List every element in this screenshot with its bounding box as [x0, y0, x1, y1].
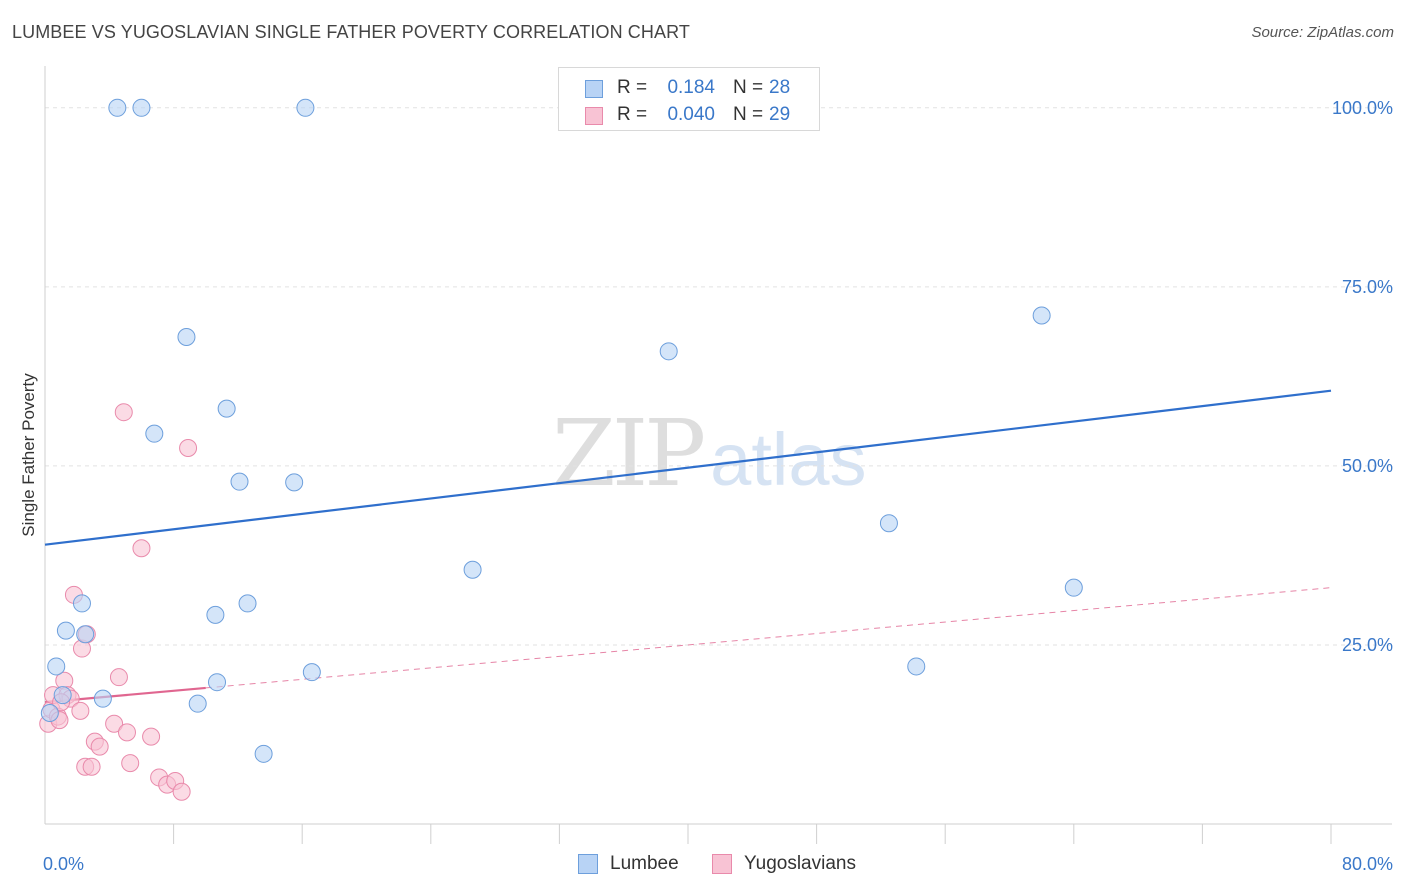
lumbee-n-value: 28: [769, 77, 791, 98]
yugoslavians-trend-line-dashed: [205, 587, 1332, 689]
legend-row-yugoslavians: R = 0.040 N = 29: [559, 101, 819, 127]
yugoslavians-point: [82, 757, 101, 776]
lumbee-point: [285, 473, 304, 492]
source-attribution: Source: ZipAtlas.com: [1251, 24, 1394, 41]
lumbee-point: [206, 605, 225, 624]
r-label: R =: [617, 104, 648, 125]
lumbee-point: [53, 686, 72, 705]
lumbee-point: [177, 327, 196, 346]
lumbee-point: [302, 663, 321, 682]
lumbee-point: [230, 472, 249, 491]
lumbee-legend-label: Lumbee: [610, 853, 679, 874]
chart-title: LUMBEE VS YUGOSLAVIAN SINGLE FATHER POVE…: [12, 22, 690, 42]
lumbee-trend-line: [44, 389, 1332, 546]
lumbee-point: [879, 514, 898, 533]
x-tick-label-min: 0.0%: [43, 854, 84, 874]
r-label: R =: [617, 77, 648, 98]
y-tick-label: 100.0%: [1332, 98, 1393, 118]
legend-row-lumbee: R = 0.184 N = 28: [559, 74, 819, 100]
yugoslavians-legend-swatch: [712, 854, 732, 874]
yugoslavians-point: [105, 714, 124, 733]
yugoslavians-point: [121, 754, 140, 773]
lumbee-point: [1032, 306, 1051, 325]
lumbee-point: [238, 594, 257, 613]
yugoslavians-point: [132, 539, 151, 558]
lumbee-point: [76, 625, 95, 644]
yugoslavians-legend-label: Yugoslavians: [744, 853, 856, 874]
yugoslavians-point: [114, 403, 133, 422]
lumbee-point: [108, 98, 127, 117]
n-label: N =: [733, 104, 764, 125]
lumbee-point: [217, 399, 236, 418]
lumbee-point: [1064, 578, 1083, 597]
lumbee-legend-swatch: [578, 854, 598, 874]
y-axis-title: Single Father Poverty: [19, 373, 38, 537]
axis-labels: 25.0% 50.0% 75.0% 100.0% 0.0% 80.0% Single Fat…: [19, 98, 1393, 874]
lumbee-r-value: 0.184: [667, 77, 715, 98]
series-legend: Lumbee Yugoslavians: [578, 852, 898, 876]
yugoslavians-point: [109, 668, 128, 687]
trend-lines: [44, 389, 1332, 704]
lumbee-point: [208, 673, 227, 692]
lumbee-point: [40, 703, 59, 722]
lumbee-point: [188, 694, 207, 713]
grid-lines: [45, 107, 1392, 646]
yugoslavians-swatch: [585, 107, 603, 125]
correlation-legend: R = 0.184 N = 28 R = 0.040 N = 29: [558, 67, 820, 131]
yugoslavians-point: [142, 727, 161, 746]
lumbee-point: [145, 424, 164, 443]
data-points: [39, 98, 1083, 801]
x-tick-label-max: 80.0%: [1342, 854, 1393, 874]
y-tick-label: 75.0%: [1342, 277, 1393, 297]
yugoslavians-point: [90, 737, 109, 756]
lumbee-point: [659, 342, 678, 361]
lumbee-point: [56, 621, 75, 640]
n-label: N =: [733, 77, 764, 98]
lumbee-point: [463, 560, 482, 579]
yugoslavians-n-value: 29: [769, 104, 791, 125]
lumbee-point: [72, 594, 91, 613]
yugoslavians-r-value: 0.040: [667, 104, 715, 125]
yugoslavians-point: [179, 439, 198, 457]
y-tick-label: 25.0%: [1342, 635, 1393, 655]
axes: [44, 66, 1392, 844]
lumbee-point: [907, 657, 926, 676]
lumbee-point: [47, 657, 66, 676]
lumbee-swatch: [585, 80, 603, 98]
lumbee-point: [296, 98, 315, 117]
lumbee-point: [93, 689, 112, 708]
yugoslavians-point: [71, 701, 90, 720]
y-tick-label: 50.0%: [1342, 456, 1393, 476]
yugoslavians-point: [172, 782, 191, 801]
lumbee-point: [254, 744, 273, 763]
lumbee-point: [132, 98, 151, 117]
yugoslavians-point: [117, 723, 136, 742]
